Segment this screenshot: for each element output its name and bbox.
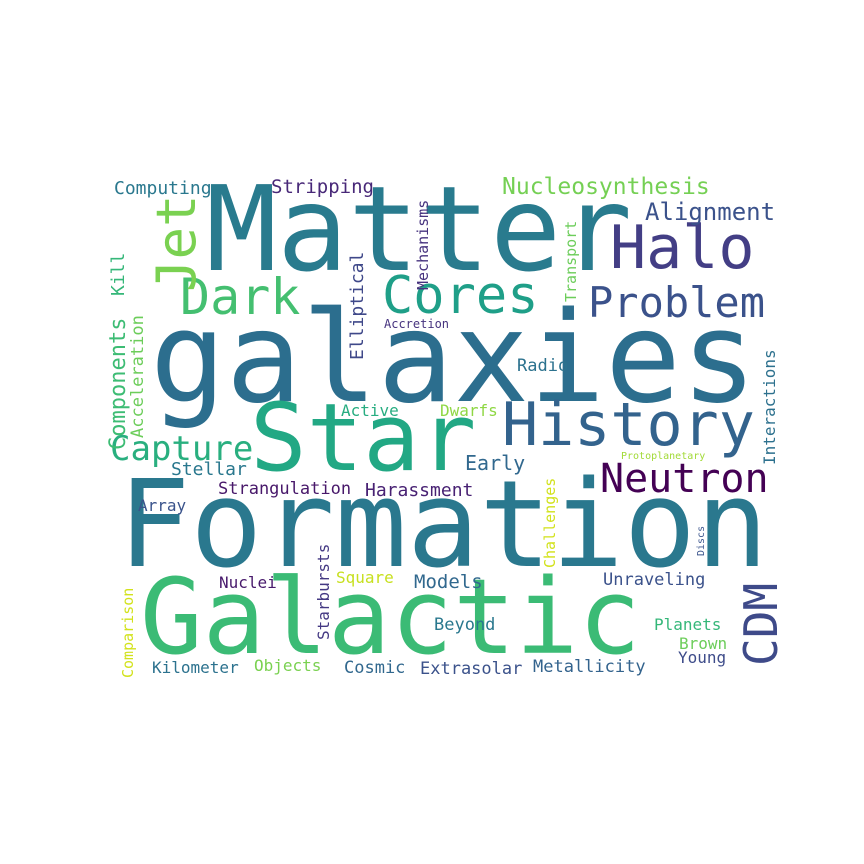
word-beyond: Beyond xyxy=(434,615,496,635)
word-elliptical: Elliptical xyxy=(347,251,368,360)
word-history: History xyxy=(502,390,755,460)
word-planets: Planets xyxy=(654,615,722,634)
word-starbursts: Starbursts xyxy=(314,543,333,640)
word-problem: Problem xyxy=(588,278,766,327)
word-interactions: Interactions xyxy=(760,349,779,465)
word-capture: Capture xyxy=(110,429,254,469)
word-galaxies: galaxies xyxy=(150,284,757,431)
word-kilometer: Kilometer xyxy=(152,658,239,677)
word-galactic: Galactic xyxy=(140,556,641,678)
word-comparison: Comparison xyxy=(119,587,137,678)
word-active: Active xyxy=(341,401,399,420)
word-nuclei: Nuclei xyxy=(219,573,277,592)
word-matter: Matter xyxy=(206,160,633,298)
word-square: Square xyxy=(336,568,394,587)
word-discs: Discs xyxy=(696,525,707,556)
word-dark: Dark xyxy=(180,268,301,326)
word-neutron: Neutron xyxy=(600,456,769,502)
word-models: Models xyxy=(414,571,483,593)
word-computing: Computing xyxy=(114,178,212,199)
word-kill: Kill xyxy=(108,252,129,296)
word-metallicity: Metallicity xyxy=(533,657,646,677)
word-halo: Halo xyxy=(610,213,755,283)
word-brown: Brown xyxy=(679,634,728,653)
word-transport: Transport xyxy=(562,220,580,302)
word-radio: Radio xyxy=(517,356,569,376)
word-dwarfs: Dwarfs xyxy=(440,401,498,420)
word-components: Components xyxy=(106,317,131,450)
word-star: Star xyxy=(250,384,477,493)
word-harassment: Harassment xyxy=(365,480,474,501)
word-cores: Cores xyxy=(382,266,539,326)
word-array: Array xyxy=(138,496,187,515)
word-stellar: Stellar xyxy=(171,459,247,480)
word-cdm: CDM xyxy=(734,582,788,666)
word-challenges: Challenges xyxy=(541,477,559,568)
word-jet: Jet xyxy=(145,194,208,292)
word-young: Young xyxy=(678,648,727,667)
word-objects: Objects xyxy=(254,656,322,675)
word-stripping: Stripping xyxy=(271,176,374,198)
word-early: Early xyxy=(465,451,526,475)
word-extrasolar: Extrasolar xyxy=(420,659,523,679)
word-accretion: Accretion xyxy=(384,317,450,331)
word-protoplanetary: Protoplanetary xyxy=(621,451,706,462)
word-unraveling: Unraveling xyxy=(603,570,706,590)
word-alignment: Alignment xyxy=(645,198,776,226)
word-cosmic: Cosmic xyxy=(344,658,406,678)
word-nucleosynthesis: Nucleosynthesis xyxy=(502,174,710,200)
word-acceleration: Acceleration xyxy=(128,315,148,438)
word-strangulation: Strangulation xyxy=(218,479,352,499)
word-formation: Formation xyxy=(118,456,769,595)
word-mechanisms: Mechanisms xyxy=(414,199,432,290)
